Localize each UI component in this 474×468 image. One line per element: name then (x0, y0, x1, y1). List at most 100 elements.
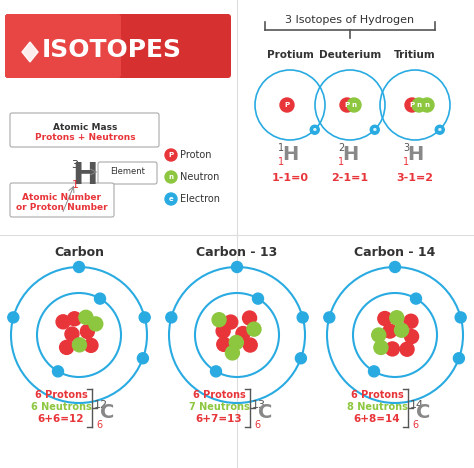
Text: 1: 1 (72, 180, 79, 190)
Text: 3: 3 (403, 143, 409, 153)
Text: P: P (345, 102, 349, 108)
Circle shape (60, 340, 73, 354)
Text: e: e (313, 127, 317, 132)
Circle shape (73, 338, 86, 352)
Text: 7 Neutrons: 7 Neutrons (189, 402, 249, 412)
Text: 6: 6 (254, 420, 260, 430)
Text: 1: 1 (278, 143, 284, 153)
Circle shape (226, 346, 239, 360)
Circle shape (324, 312, 335, 323)
Text: 1: 1 (278, 157, 284, 167)
Text: Protium: Protium (266, 50, 313, 60)
Text: 6+8=14: 6+8=14 (354, 414, 401, 424)
Circle shape (412, 98, 426, 112)
Circle shape (390, 311, 404, 325)
Text: Proton: Proton (180, 150, 211, 160)
Circle shape (253, 293, 264, 304)
Text: 6+6=12: 6+6=12 (38, 414, 84, 424)
Circle shape (368, 366, 380, 377)
Text: Protons + Neutrons: Protons + Neutrons (35, 133, 135, 142)
Circle shape (243, 338, 257, 352)
Text: 1: 1 (403, 157, 409, 167)
Circle shape (139, 312, 150, 323)
Circle shape (216, 324, 230, 338)
Text: Tritium: Tritium (394, 50, 436, 60)
Text: e: e (438, 127, 442, 132)
Circle shape (81, 324, 94, 338)
Text: e: e (169, 196, 173, 202)
Text: 1-1=0: 1-1=0 (272, 173, 309, 183)
Circle shape (390, 262, 401, 272)
Text: 6 Protons: 6 Protons (192, 390, 246, 400)
Text: 2: 2 (338, 143, 344, 153)
Circle shape (210, 366, 221, 377)
Text: P: P (168, 152, 173, 158)
Circle shape (229, 336, 243, 350)
Circle shape (217, 337, 231, 351)
Text: 6: 6 (96, 420, 102, 430)
Text: n: n (425, 102, 429, 108)
Text: 6 Protons: 6 Protons (351, 390, 403, 400)
FancyBboxPatch shape (10, 113, 159, 147)
Circle shape (435, 125, 444, 134)
Text: P: P (284, 102, 290, 108)
Text: C: C (258, 403, 272, 423)
FancyBboxPatch shape (5, 14, 231, 78)
Circle shape (137, 353, 148, 364)
Circle shape (340, 98, 354, 112)
Circle shape (243, 311, 256, 325)
Circle shape (56, 315, 70, 329)
Text: 3-1=2: 3-1=2 (396, 173, 434, 183)
Text: n: n (417, 102, 421, 108)
Circle shape (310, 125, 319, 134)
Text: Carbon: Carbon (54, 246, 104, 258)
Text: e: e (373, 127, 377, 132)
Circle shape (166, 312, 177, 323)
Text: H: H (407, 146, 423, 164)
Circle shape (280, 98, 294, 112)
Circle shape (73, 262, 84, 272)
Circle shape (165, 171, 177, 183)
Text: Atomic Number: Atomic Number (22, 193, 101, 203)
Circle shape (231, 262, 243, 272)
Text: 6 Protons: 6 Protons (35, 390, 87, 400)
Circle shape (347, 98, 361, 112)
Circle shape (295, 353, 306, 364)
Circle shape (8, 312, 19, 323)
Text: 14: 14 (410, 400, 424, 410)
Circle shape (165, 193, 177, 205)
Circle shape (383, 324, 397, 338)
Polygon shape (22, 42, 38, 62)
Circle shape (65, 327, 79, 341)
Circle shape (212, 313, 226, 327)
Text: ISOTOPES: ISOTOPES (42, 38, 182, 62)
FancyBboxPatch shape (5, 14, 121, 78)
Circle shape (297, 312, 308, 323)
Text: 6 Neutrons: 6 Neutrons (31, 402, 91, 412)
FancyBboxPatch shape (98, 162, 157, 184)
Circle shape (79, 310, 93, 324)
FancyBboxPatch shape (10, 183, 114, 217)
Text: Element: Element (110, 168, 146, 176)
Circle shape (394, 323, 409, 337)
Text: 3: 3 (72, 160, 79, 170)
Circle shape (236, 327, 250, 341)
Text: 1: 1 (338, 157, 344, 167)
Text: Neutron: Neutron (180, 172, 219, 182)
Text: H: H (282, 146, 298, 164)
Text: C: C (416, 403, 430, 423)
Text: 13: 13 (252, 400, 266, 410)
Text: n: n (352, 102, 356, 108)
Circle shape (378, 312, 392, 326)
Circle shape (405, 98, 419, 112)
Circle shape (247, 322, 261, 336)
Circle shape (89, 317, 103, 331)
Circle shape (455, 312, 466, 323)
Circle shape (224, 315, 238, 329)
Circle shape (404, 314, 418, 328)
Circle shape (53, 366, 64, 377)
Circle shape (67, 312, 82, 326)
Circle shape (374, 340, 388, 354)
Circle shape (372, 328, 386, 342)
Text: P: P (410, 102, 415, 108)
